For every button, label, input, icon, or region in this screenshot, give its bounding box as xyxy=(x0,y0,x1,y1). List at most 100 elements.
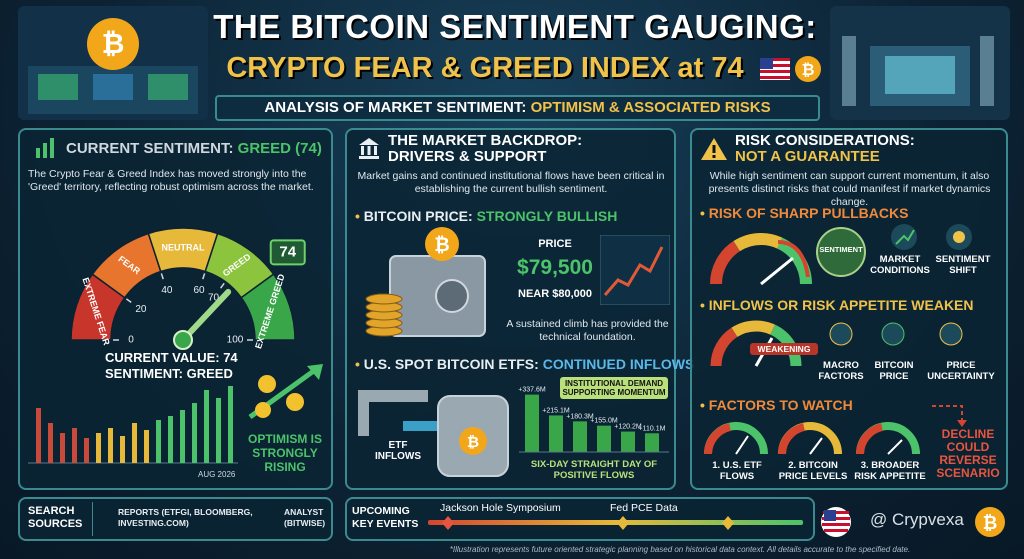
etf-bar-label: +180.3M xyxy=(566,413,594,420)
risk-item: MACRO FACTORS xyxy=(818,360,864,382)
section2-highlight: CONTINUED INFLOWS xyxy=(542,356,695,372)
subtitle-highlight: OPTIMISM & ASSOCIATED RISKS xyxy=(530,99,771,116)
price: $79,500 xyxy=(517,256,593,279)
event: Jackson Hole Symposium xyxy=(440,502,561,514)
risk-title-text: INFLOWS OR RISK APPETITE WEAKEN xyxy=(708,297,974,313)
event: Fed PCE Data xyxy=(610,502,678,514)
svg-text:₿: ₿ xyxy=(102,28,125,59)
watermark: @ Crypvexa xyxy=(870,510,964,529)
etf-flow-chart: +337.6M +215.1M+180.3M+155.0M+120.2M+110.… xyxy=(518,387,669,453)
section-etf: • U.S. SPOT BITCOIN ETFs: CONTINUED INFL… xyxy=(355,356,695,372)
risk-item: MARKET CONDITIONS xyxy=(870,254,930,276)
gauge-needle xyxy=(180,288,232,343)
etf-bar xyxy=(573,421,587,452)
risk-title-text: RISK OF SHARP PULLBACKS xyxy=(708,205,909,221)
near-price: NEAR $80,000 xyxy=(518,288,592,300)
svg-text:₿: ₿ xyxy=(434,235,449,256)
price-label: PRICE xyxy=(538,238,572,250)
price-note: A sustained climb has provided the techn… xyxy=(506,318,669,343)
risk1-graphics xyxy=(710,224,972,286)
risk-badge: WEAKENING xyxy=(750,343,818,355)
warning-arrow xyxy=(932,405,967,427)
subtitle: ANALYSIS OF MARKET SENTIMENT: xyxy=(264,99,527,116)
panel1-heading: CURRENT SENTIMENT: GREED (74) xyxy=(66,140,322,157)
gauge-tick-label: 20 xyxy=(135,304,147,315)
price-up-chart xyxy=(600,235,670,305)
events-box xyxy=(345,497,815,541)
title-line1: THE BITCOIN SENTIMENT GAUGING: xyxy=(213,8,817,45)
gauge-tick-label: 100 xyxy=(227,335,244,346)
etf-bar xyxy=(645,433,659,452)
gauge-hub xyxy=(173,330,193,350)
subtitle-bar: ANALYSIS OF MARKET SENTIMENT: OPTIMISM &… xyxy=(215,95,820,121)
gauge-zone xyxy=(240,273,296,341)
gauge-value: 74 xyxy=(279,243,296,260)
icon-bank xyxy=(359,138,379,159)
panel3-body: While high sentiment can support current… xyxy=(708,170,991,208)
panel1-body: The Crypto Fear & Greed Index has moved … xyxy=(28,168,314,193)
etf-bar xyxy=(597,425,611,452)
etf-bar xyxy=(525,394,539,452)
disclaimer: *Illustration represents future oriented… xyxy=(449,545,911,554)
icon-chart xyxy=(36,138,54,158)
panel3-heading2: NOT A GUARANTEE xyxy=(735,148,880,165)
gauge-tick xyxy=(160,273,164,280)
timeline xyxy=(428,516,803,530)
etf-inflows: ETF INFLOWS xyxy=(374,440,422,462)
factor-item: 2. BITCOIN PRICE LEVELS xyxy=(778,460,848,482)
gauge-tick xyxy=(220,282,225,289)
etf-bar xyxy=(549,415,563,452)
optimism: OPTIMISM IS STRONGLY RISING xyxy=(247,432,322,474)
footer-flags: ₿ xyxy=(821,507,1005,537)
gauge-value-bubble xyxy=(269,239,306,266)
title-line2: CRYPTO FEAR & GREED INDEX at 74 xyxy=(226,52,744,84)
gauge-tick-label: 70 xyxy=(208,293,220,304)
risk-item: BITCOIN PRICE xyxy=(874,360,914,382)
safe-illustration: ₿ xyxy=(365,227,486,337)
gauge-tick xyxy=(202,273,206,280)
section1-highlight: STRONGLY BULLISH xyxy=(476,208,618,224)
flag-coin: ₿ xyxy=(760,56,821,82)
heading: CURRENT SENTIMENT: xyxy=(66,140,234,157)
smileys-arrow xyxy=(248,364,323,420)
svg-text:₿: ₿ xyxy=(467,434,479,451)
current-value: CURRENT VALUE: 74 xyxy=(105,350,238,365)
source-item: ANALYST (BITWISE) xyxy=(284,507,326,528)
gauge-tick xyxy=(125,298,132,303)
section2: U.S. SPOT BITCOIN ETFs: xyxy=(363,356,539,372)
panel2-heading2: DRIVERS & SUPPORT xyxy=(388,148,547,165)
header-art-right xyxy=(830,6,1010,120)
header-art-left: ₿ xyxy=(18,6,208,120)
panel2-heading: THE MARKET BACKDROP: xyxy=(388,132,583,149)
flows-caption: SIX-DAY STRAIGHT DAY OF POSITIVE FLOWS xyxy=(530,459,658,481)
etf-bar-label: +110.1M xyxy=(639,425,666,432)
panel2-body: Market gains and continued institutional… xyxy=(357,170,665,195)
section1: BITCOIN PRICE: xyxy=(363,208,473,224)
factor-item: 1. U.S. ETF FLOWS xyxy=(712,460,762,482)
risk-title: • RISK OF SHARP PULLBACKS xyxy=(700,205,909,221)
mini-trend-chart xyxy=(28,386,238,464)
factors-title: • FACTORS TO WATCH xyxy=(700,397,853,413)
svg-text:₿: ₿ xyxy=(983,513,998,533)
sources-box xyxy=(18,497,333,541)
events-label: UPCOMING KEY EVENTS xyxy=(352,505,419,530)
risk-item: PRICE UNCERTAINTY xyxy=(927,360,995,382)
risk-item: SENTIMENT SHIFT xyxy=(935,254,991,276)
current-sentiment: SENTIMENT: GREED xyxy=(105,366,233,381)
factor-item: 3. BROADER RISK APPETITE xyxy=(854,460,926,482)
section-price: • BITCOIN PRICE: STRONGLY BULLISH xyxy=(355,208,618,224)
etf-bar xyxy=(621,431,635,452)
gauge-tick-label: 0 xyxy=(128,335,134,346)
gauge-tick-label: 40 xyxy=(161,285,173,296)
etf-bar-label: +215.1M xyxy=(542,407,570,414)
sources-label: SEARCH SOURCES xyxy=(28,505,83,530)
gauge-tick-label: 60 xyxy=(194,285,206,296)
icon-warning xyxy=(701,138,727,160)
divider xyxy=(92,502,93,536)
heading-highlight: GREED (74) xyxy=(237,140,322,157)
etf-bar-label: +120.2M xyxy=(614,424,642,431)
etf-bar-label: +155.0M xyxy=(590,418,618,425)
etf-bar-label: +337.6M xyxy=(518,387,546,394)
svg-text:₿: ₿ xyxy=(801,61,814,79)
